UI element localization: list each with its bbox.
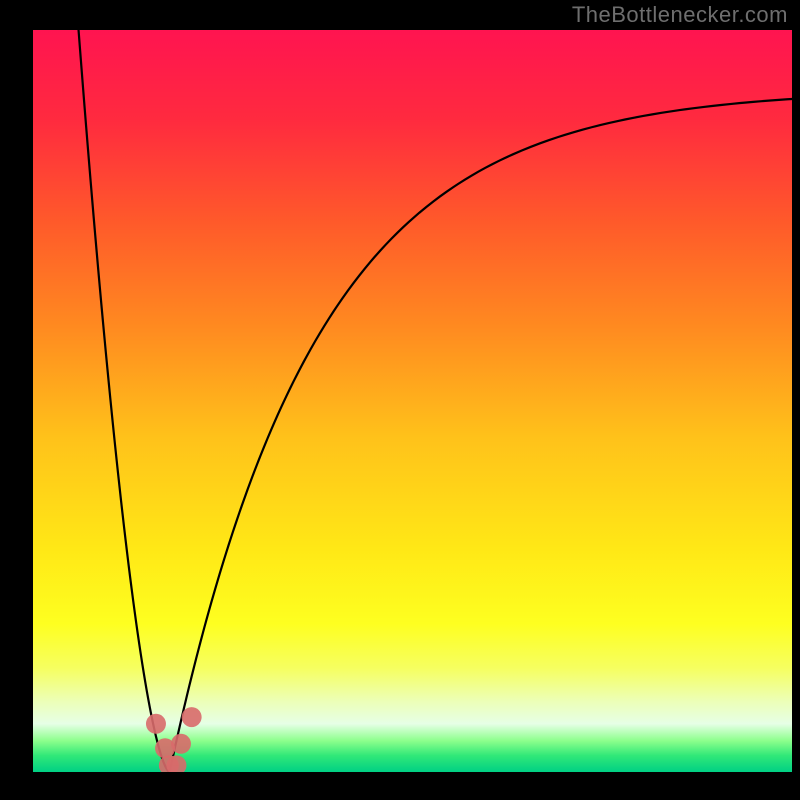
plot-area [33,30,792,772]
dip-marker [146,714,166,734]
watermark-text: TheBottlenecker.com [572,2,788,28]
dip-marker [171,734,191,754]
plot-svg [33,30,792,772]
gradient-background [33,30,792,772]
dip-marker [182,707,202,727]
